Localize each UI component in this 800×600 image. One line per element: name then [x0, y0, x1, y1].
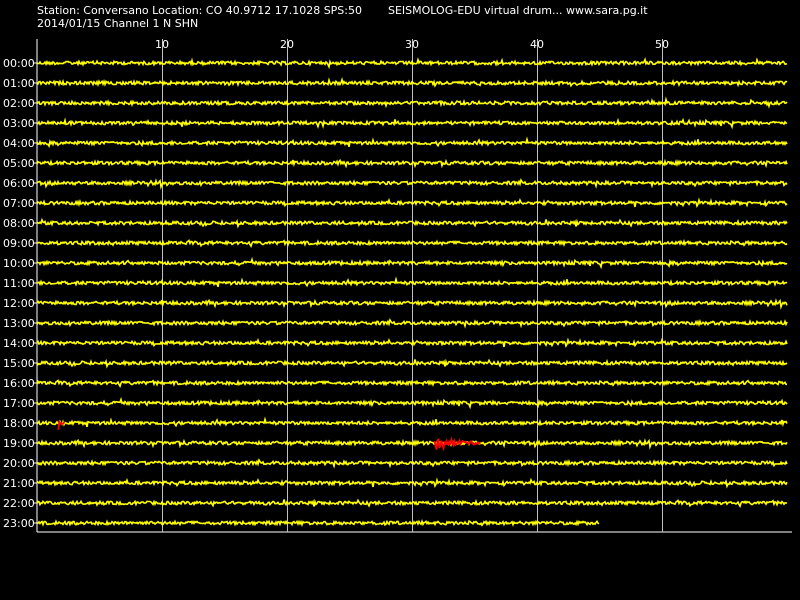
app-title: SEISMOLOG-EDU virtual drum... www.sara.p… [388, 4, 648, 17]
trace-16-00 [36, 378, 787, 388]
seismic-events [57, 420, 481, 452]
hour-labels: 00:00 01:00 02:00 03:00 04:00 05:00 06:00 07:00… [3, 57, 37, 530]
trace-02-00 [36, 96, 788, 109]
hour-label: 00:00 [3, 57, 35, 70]
hour-label: 21:00 [3, 477, 35, 490]
trace-13-00 [36, 318, 788, 329]
hour-label: 02:00 [3, 97, 35, 110]
trace-20-00 [36, 458, 788, 469]
hour-label: 07:00 [3, 197, 35, 210]
hour-label: 12:00 [3, 297, 35, 310]
minute-tick-label: 30 [405, 38, 419, 51]
hour-label: 19:00 [3, 437, 35, 450]
hour-label: 23:00 [3, 517, 35, 530]
hour-label: 16:00 [3, 377, 35, 390]
trace-09-00 [36, 238, 788, 248]
hour-label: 13:00 [3, 317, 35, 330]
hour-label: 18:00 [3, 417, 35, 430]
trace-01-00 [36, 77, 788, 88]
trace-23-00 [36, 518, 600, 527]
hour-label: 08:00 [3, 217, 35, 230]
trace-15-00 [36, 358, 788, 369]
hour-label: 10:00 [3, 257, 35, 270]
trace-10-00 [36, 256, 788, 270]
hour-label: 09:00 [3, 237, 35, 250]
trace-19-00 [36, 438, 788, 450]
seismic-event-0 [57, 420, 66, 430]
station-info: Station: Conversano Location: CO 40.9712… [37, 4, 362, 17]
trace-03-00 [36, 117, 788, 130]
hour-label: 17:00 [3, 397, 35, 410]
minute-tick-label: 40 [530, 38, 544, 51]
hour-label: 14:00 [3, 337, 35, 350]
trace-00-00 [36, 57, 788, 70]
trace-14-00 [36, 337, 788, 348]
trace-18-00 [36, 416, 788, 428]
minute-tick-label: 10 [155, 38, 169, 51]
drum-frame [36, 39, 792, 533]
seismic-event-1 [433, 436, 481, 452]
trace-04-00 [36, 136, 788, 149]
hour-label: 22:00 [3, 497, 35, 510]
trace-22-00 [36, 498, 788, 508]
hour-label: 06:00 [3, 177, 35, 190]
hour-label: 20:00 [3, 457, 35, 470]
trace-12-00 [36, 298, 788, 310]
minute-grid [162, 39, 663, 532]
trace-06-00 [36, 178, 788, 190]
minute-tick-labels: 10 20 30 40 50 [155, 38, 669, 51]
hour-label: 15:00 [3, 357, 35, 370]
date-channel: 2014/01/15 Channel 1 N SHN [37, 17, 199, 30]
hour-label: 03:00 [3, 117, 35, 130]
hour-label: 11:00 [3, 277, 35, 290]
trace-07-00 [36, 197, 788, 208]
trace-05-00 [36, 158, 788, 169]
minute-tick-label: 20 [280, 38, 294, 51]
trace-17-00 [36, 396, 788, 410]
hour-label: 04:00 [3, 137, 35, 150]
trace-08-00 [36, 217, 788, 229]
hour-label: 05:00 [3, 157, 35, 170]
trace-21-00 [36, 477, 788, 489]
seismic-traces [36, 57, 788, 527]
minute-tick-label: 50 [655, 38, 669, 51]
hour-label: 01:00 [3, 77, 35, 90]
trace-11-00 [36, 276, 788, 288]
